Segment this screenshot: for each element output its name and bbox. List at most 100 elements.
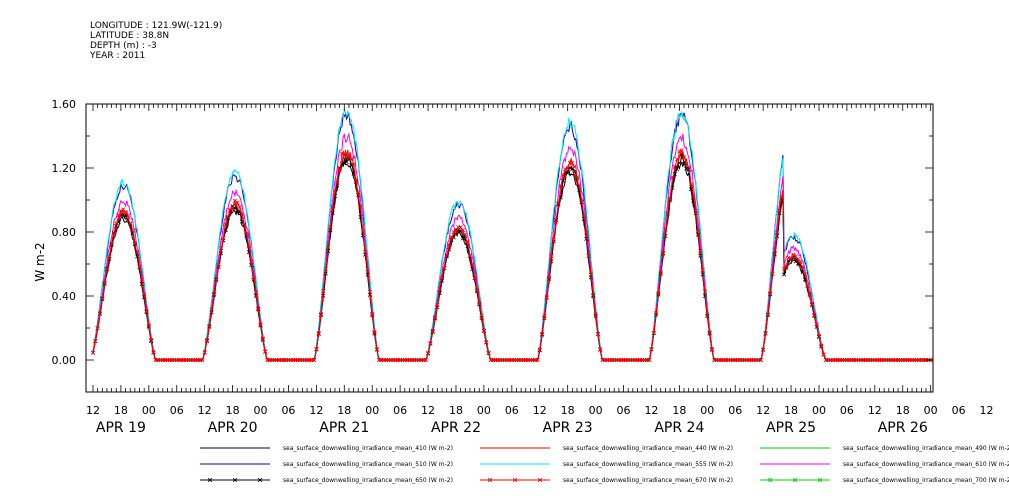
y-tick-label: 1.60 xyxy=(52,98,77,111)
series-marker xyxy=(358,204,363,209)
series-marker xyxy=(588,272,593,277)
series-marker xyxy=(782,272,787,277)
x-tick-label: 18 xyxy=(784,404,798,417)
series-marker xyxy=(784,264,789,269)
series-marker xyxy=(654,310,659,315)
y-tick-label: 0.40 xyxy=(52,290,77,303)
series-marker xyxy=(449,234,454,240)
series-marker xyxy=(149,338,154,343)
series-marker xyxy=(807,292,812,297)
day-label: APR 23 xyxy=(543,420,593,436)
x-tick-label: 00 xyxy=(700,404,714,417)
series-marker xyxy=(693,209,698,214)
series-marker xyxy=(800,264,805,269)
series-marker xyxy=(100,296,105,301)
series-marker xyxy=(235,200,240,205)
legend-item: sea_surface_downwelling_irradiance_mean_… xyxy=(200,445,453,452)
series-marker xyxy=(581,213,587,218)
x-tick-label: 12 xyxy=(644,404,658,417)
series-marker xyxy=(663,227,668,232)
series-marker xyxy=(677,160,682,165)
legend-item: sea_surface_downwelling_irradiance_mean_… xyxy=(480,461,733,468)
x-tick-label: 12 xyxy=(309,404,323,417)
series-marker xyxy=(356,190,361,195)
series-marker xyxy=(672,164,677,169)
day-label: APR 26 xyxy=(878,420,928,436)
x-tick-label: 12 xyxy=(533,404,547,417)
series-marker xyxy=(691,193,696,198)
series-marker xyxy=(486,350,491,355)
legend-label: sea_surface_downwelling_irradiance_mean_… xyxy=(283,461,453,468)
series-marker xyxy=(563,167,568,172)
series-marker xyxy=(668,196,673,201)
legend-item: sea_surface_downwelling_irradiance_mean_… xyxy=(760,445,1009,452)
series-marker xyxy=(777,208,782,213)
series-marker xyxy=(570,160,575,165)
series-marker xyxy=(572,164,577,169)
series-marker xyxy=(253,290,258,295)
year-label: YEAR : 2011 xyxy=(90,51,146,61)
series-marker xyxy=(263,349,268,354)
legend-item: sea_surface_downwelling_irradiance_mean_… xyxy=(200,461,453,468)
legend-marker xyxy=(817,477,823,483)
series-marker xyxy=(772,248,777,253)
series-marker xyxy=(802,272,808,277)
legend-label: sea_surface_downwelling_irradiance_mean_… xyxy=(283,477,453,484)
series-marker xyxy=(670,175,675,180)
series-marker xyxy=(118,208,123,214)
series-marker xyxy=(656,291,661,296)
x-tick-label: 18 xyxy=(226,404,240,417)
x-tick-label: 00 xyxy=(924,404,938,417)
legend-marker xyxy=(792,477,798,483)
series-marker xyxy=(209,307,214,312)
series-marker xyxy=(577,183,582,188)
series-marker xyxy=(328,225,333,230)
legend-marker xyxy=(512,477,518,483)
series-marker xyxy=(330,205,335,210)
legend-item: sea_surface_downwelling_irradiance_mean_… xyxy=(200,477,453,484)
series-marker xyxy=(225,214,230,219)
series-marker xyxy=(661,250,666,255)
x-tick-label: 00 xyxy=(589,404,603,417)
series-marker xyxy=(795,261,801,266)
series-marker xyxy=(102,280,107,285)
series-marker xyxy=(446,242,452,247)
series-marker xyxy=(688,182,694,187)
y-tick-label: 0.80 xyxy=(52,226,77,239)
series-marker xyxy=(765,312,770,317)
series-marker xyxy=(202,350,207,355)
series-marker xyxy=(349,163,354,168)
x-tick-label: 06 xyxy=(281,404,295,417)
series-marker xyxy=(251,275,256,280)
series-marker xyxy=(651,330,656,335)
series-marker xyxy=(598,347,603,352)
series-marker xyxy=(681,155,687,160)
series-marker xyxy=(207,323,212,328)
series-marker xyxy=(758,357,763,363)
series-marker xyxy=(104,266,109,271)
series-marker xyxy=(819,343,824,348)
series-marker xyxy=(805,283,810,288)
series-marker xyxy=(130,228,135,233)
x-tick-label: 06 xyxy=(728,404,742,417)
series-marker xyxy=(123,209,128,215)
series-marker xyxy=(560,172,566,177)
series-marker xyxy=(111,233,116,238)
series-marker xyxy=(90,350,96,355)
series-marker xyxy=(784,265,789,270)
series-marker xyxy=(558,183,563,188)
series-marker xyxy=(256,306,261,311)
series-marker xyxy=(430,328,435,333)
station-info: LONGITUDE : 121.9W(-121.9) LATITUDE : 38… xyxy=(90,21,222,61)
day-label: APR 25 xyxy=(766,420,816,436)
series-marker xyxy=(374,347,379,352)
series-marker xyxy=(821,352,826,357)
x-tick-label: 12 xyxy=(198,404,212,417)
series-marker xyxy=(332,188,338,193)
series-marker xyxy=(481,328,486,333)
series-marker xyxy=(135,249,140,254)
series-layer xyxy=(90,108,933,363)
x-tick-label: 12 xyxy=(86,404,100,417)
series-marker xyxy=(595,332,600,337)
series-marker xyxy=(479,313,484,318)
